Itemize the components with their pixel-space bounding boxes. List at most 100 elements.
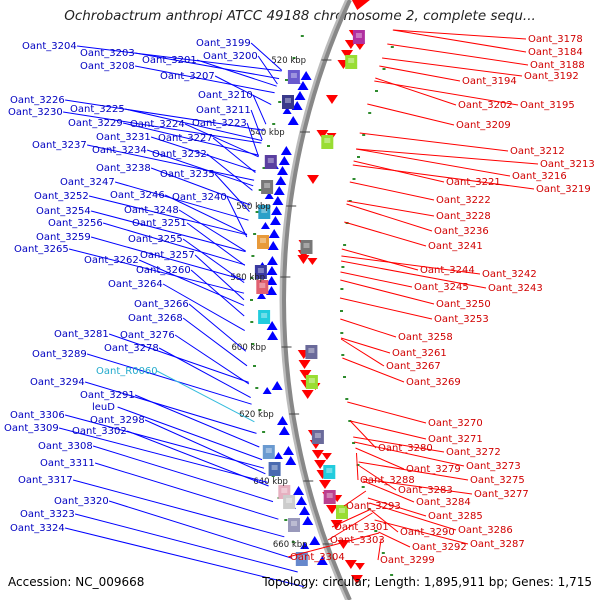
track-dot bbox=[343, 244, 347, 246]
label-leader-line bbox=[350, 420, 427, 440]
gene-block bbox=[261, 180, 274, 194]
minus-strand-gene bbox=[275, 176, 287, 185]
label-leader-line bbox=[150, 167, 251, 206]
label-leader-line bbox=[356, 148, 539, 165]
gene-label-minus: Oant_3204 bbox=[22, 41, 77, 52]
label-leader-line bbox=[84, 381, 257, 434]
minus-strand-gene bbox=[278, 156, 290, 165]
kbp-label: 640 kbp bbox=[253, 477, 288, 487]
gene-label-minus: Oant_3281 bbox=[54, 329, 109, 340]
gene-label-plus: Oant_3228 bbox=[436, 211, 491, 222]
minus-strand-gene bbox=[257, 292, 267, 299]
gene-label-minus: Oant_3231 bbox=[96, 132, 151, 143]
gene-label-minus: Oant_3294 bbox=[30, 377, 85, 388]
gene-label-plus: Oant_3221 bbox=[446, 177, 501, 188]
label-leader-line bbox=[359, 132, 509, 152]
plus-strand-gene bbox=[354, 563, 365, 570]
gene-block-highlight bbox=[298, 555, 305, 560]
backbone-arc bbox=[282, 0, 352, 600]
gene-label-minus: Oant_3278 bbox=[104, 343, 159, 354]
label-leader-line bbox=[355, 447, 405, 470]
gene-label-minus: leuD bbox=[92, 402, 115, 413]
gene-label-plus: Oant_3178 bbox=[528, 34, 583, 45]
label-leader-line bbox=[341, 248, 419, 271]
plus-strand-gene bbox=[299, 370, 312, 379]
minus-strand-gene bbox=[272, 196, 284, 205]
gene-label-minus: Oant_3320 bbox=[54, 496, 109, 507]
track-dot bbox=[368, 112, 372, 114]
plus-strand-gene bbox=[351, 0, 370, 10]
gene-label-minus: Oant_3264 bbox=[108, 279, 163, 290]
label-leader-line bbox=[358, 461, 469, 481]
label-leader-line bbox=[392, 29, 527, 53]
track-dot bbox=[251, 343, 255, 345]
minus-strand-gene bbox=[316, 556, 328, 565]
label-leader-line bbox=[117, 406, 263, 461]
track-dot bbox=[356, 464, 360, 466]
label-leader-line bbox=[353, 160, 445, 183]
kbp-label: 580 kbp bbox=[230, 273, 265, 283]
plus-strand-gene bbox=[314, 460, 327, 469]
track-dot bbox=[390, 574, 394, 576]
label-leader-line bbox=[126, 430, 269, 487]
plus-strand-gene bbox=[350, 575, 363, 584]
track-dot bbox=[390, 46, 394, 48]
label-leader-line bbox=[356, 148, 511, 177]
gene-label-minus: Oant_3208 bbox=[80, 61, 135, 72]
gene-label-plus: Oant_3216 bbox=[512, 171, 567, 182]
minus-strand-gene bbox=[287, 116, 299, 125]
track-dot bbox=[267, 145, 270, 147]
label-leader-line bbox=[339, 297, 433, 320]
label-leader-line bbox=[64, 414, 265, 469]
label-leader-line bbox=[194, 254, 245, 301]
label-leader-line bbox=[250, 109, 263, 140]
gene-block-highlight bbox=[355, 33, 362, 38]
label-leader-line bbox=[349, 420, 377, 449]
gene-label-plus: Oant_3285 bbox=[428, 511, 483, 522]
track-dot bbox=[382, 68, 386, 70]
label-leader-line bbox=[341, 260, 487, 289]
gene-label-minus: Oant_3230 bbox=[8, 107, 63, 118]
plus-strand-gene bbox=[298, 360, 311, 369]
gene-block bbox=[256, 280, 269, 294]
track-dot bbox=[250, 299, 253, 301]
plus-strand-gene bbox=[311, 450, 324, 459]
label-leader-line bbox=[363, 480, 415, 503]
gene-block-highlight bbox=[348, 58, 355, 63]
gene-label-minus: Oant_3260 bbox=[136, 265, 191, 276]
gene-label-minus: Oant_3259 bbox=[36, 232, 91, 243]
kbp-label: 540 kbp bbox=[250, 128, 285, 138]
minus-strand-gene bbox=[294, 91, 306, 100]
gene-block-highlight bbox=[260, 238, 266, 243]
label-leader-line bbox=[331, 508, 372, 528]
gene-label-minus: Oant_3237 bbox=[32, 140, 87, 151]
label-leader-line bbox=[184, 123, 259, 158]
track-dot bbox=[381, 552, 385, 554]
track-dot bbox=[251, 255, 255, 257]
label-leader-line bbox=[114, 181, 249, 221]
track-dot bbox=[262, 431, 266, 433]
gene-block-highlight bbox=[261, 313, 268, 318]
gene-label-plus: Oant_3269 bbox=[406, 377, 461, 388]
gene-label-minus: Oant_3229 bbox=[68, 118, 123, 129]
gene-label-minus: Oant_3210 bbox=[198, 90, 253, 101]
kbp-label: 600 kbp bbox=[232, 343, 267, 353]
gene-label-plus: Oant_3304 bbox=[290, 552, 345, 563]
label-leader-line bbox=[342, 357, 405, 383]
gene-label-plus: Oant_3202 bbox=[458, 100, 513, 111]
label-leader-line bbox=[343, 490, 367, 507]
label-leader-line bbox=[68, 248, 245, 294]
gene-label-plus: Oant_3293 bbox=[346, 501, 401, 512]
gene-block bbox=[323, 490, 336, 504]
track-dot bbox=[348, 420, 352, 422]
gene-label-minus: Oant_3257 bbox=[140, 250, 195, 261]
gene-label-minus: Oant_3255 bbox=[128, 234, 183, 245]
label-leader-line bbox=[122, 122, 259, 156]
label-leader-line bbox=[144, 419, 266, 475]
gene-label-minus: Oant_3225 bbox=[70, 104, 125, 115]
plus-strand-gene bbox=[306, 175, 319, 184]
label-leader-line bbox=[182, 238, 245, 284]
kbp-label: 520 kbp bbox=[271, 56, 306, 66]
gene-label-minus: Oant_3256 bbox=[48, 218, 103, 229]
